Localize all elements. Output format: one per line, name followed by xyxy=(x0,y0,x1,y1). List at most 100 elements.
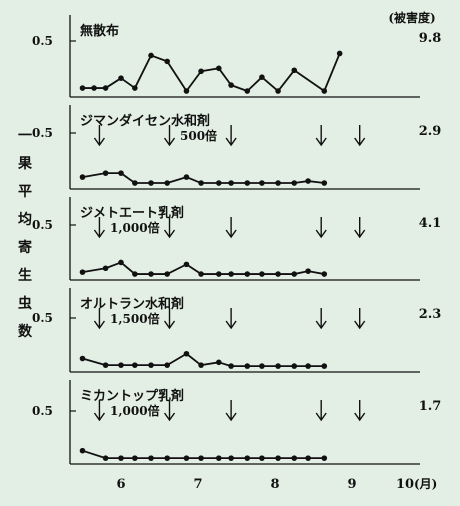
data-point xyxy=(148,362,154,368)
data-point xyxy=(79,355,86,362)
y-tick-label: 0.5 xyxy=(32,218,53,232)
panel-1: 0.5 無散布 9.8 xyxy=(32,15,442,98)
damage-index: 4.1 xyxy=(419,216,442,231)
panel-3: 0.5 ジメトエート乳剤 4.1 1,000倍 xyxy=(32,197,442,281)
data-point xyxy=(79,174,86,180)
x-tick-label: 7 xyxy=(193,477,202,492)
spray-arrow xyxy=(163,308,176,330)
data-point xyxy=(132,180,138,186)
panel-title: オルトラン水和剤 xyxy=(80,296,184,312)
spray-arrow xyxy=(225,308,237,330)
data-point xyxy=(321,271,328,277)
data-point xyxy=(148,52,154,59)
spray-arrow xyxy=(354,125,366,147)
data-point xyxy=(118,455,124,461)
data-point xyxy=(244,363,251,369)
data-point xyxy=(79,85,86,91)
spray-arrow xyxy=(93,308,106,330)
data-point xyxy=(132,271,138,277)
data-point xyxy=(259,74,265,80)
series-line xyxy=(82,172,325,184)
y-axis-label: 一果平均寄生虫数 xyxy=(17,128,33,340)
data-point xyxy=(183,261,190,268)
damage-index: 2.3 xyxy=(419,307,442,322)
spray-arrow xyxy=(93,125,106,147)
data-point xyxy=(183,350,190,357)
data-point xyxy=(148,271,154,277)
month-unit-label: (月) xyxy=(414,477,437,491)
data-point xyxy=(132,455,138,461)
data-point xyxy=(305,363,311,369)
data-point xyxy=(291,67,298,74)
data-point xyxy=(244,88,251,94)
data-point xyxy=(79,447,86,454)
data-point xyxy=(336,50,343,57)
panel-title: ジマンダイセン水和剤 xyxy=(80,113,210,129)
data-point xyxy=(148,180,154,186)
x-tick-label: 9 xyxy=(347,477,356,492)
spray-arrow xyxy=(315,125,327,147)
panel-4: 0.5 オルトラン水和剤 2.3 1,500倍 xyxy=(32,288,442,373)
panel-5: 0.5 ミカントップ乳剤 1.7 1,000倍 xyxy=(32,380,442,465)
data-point xyxy=(321,363,328,369)
data-point xyxy=(198,68,204,75)
chart-panels: 0.5 無散布 9.8 0.5 ジマンダイセン水和剤 2.9 500倍 0.5 ジメトエート乳剤… xyxy=(32,15,442,465)
data-point xyxy=(291,455,298,461)
spray-arrow xyxy=(315,217,327,239)
series-line xyxy=(82,53,341,92)
data-point xyxy=(102,265,109,272)
data-point xyxy=(275,363,281,369)
data-point xyxy=(228,455,234,461)
data-point xyxy=(79,269,86,275)
data-point xyxy=(228,271,234,277)
data-point xyxy=(118,362,124,368)
data-point xyxy=(183,455,190,461)
x-tick-label: 10 xyxy=(396,477,414,492)
data-point xyxy=(198,455,204,461)
panel-title: ミカントップ乳剤 xyxy=(80,388,184,404)
spray-arrow xyxy=(163,125,176,147)
spray-arrow xyxy=(354,400,366,422)
damage-index: 9.8 xyxy=(419,31,442,46)
spray-arrow xyxy=(315,400,327,422)
damage-index: 1.7 xyxy=(419,399,442,414)
y-tick-label: 0.5 xyxy=(32,34,53,48)
x-axis-ticks: 6 7 8 9 10 xyxy=(116,477,414,492)
data-point xyxy=(291,180,298,186)
data-point xyxy=(291,271,298,277)
series-line xyxy=(82,261,325,275)
spray-arrow xyxy=(93,217,106,239)
data-point xyxy=(305,455,311,461)
data-point xyxy=(259,271,265,277)
data-point xyxy=(183,174,190,180)
spray-arrow xyxy=(163,217,176,239)
data-point xyxy=(148,455,154,461)
data-point xyxy=(215,65,222,72)
data-point xyxy=(275,88,281,94)
data-point xyxy=(244,271,251,277)
data-point xyxy=(275,271,281,277)
data-point xyxy=(215,271,222,277)
damage-header: (被害度) xyxy=(388,10,435,25)
y-tick-label: 0.5 xyxy=(32,126,53,140)
data-point xyxy=(132,85,138,91)
data-point xyxy=(259,180,265,186)
data-point xyxy=(305,268,311,274)
spray-arrow xyxy=(315,308,327,330)
data-point xyxy=(321,180,328,186)
data-point xyxy=(164,362,170,368)
data-point xyxy=(102,170,109,176)
spray-arrow xyxy=(354,308,366,330)
dose-label: 1,000倍 xyxy=(110,220,160,235)
data-point xyxy=(102,85,109,91)
data-point xyxy=(215,359,222,366)
x-tick-label: 8 xyxy=(270,477,279,492)
dose-label: 1,500倍 xyxy=(110,311,160,326)
data-point xyxy=(215,455,222,461)
spray-arrow xyxy=(354,217,366,239)
data-point xyxy=(228,82,234,88)
data-point xyxy=(228,180,234,186)
data-point xyxy=(102,455,109,461)
data-point xyxy=(102,362,109,368)
